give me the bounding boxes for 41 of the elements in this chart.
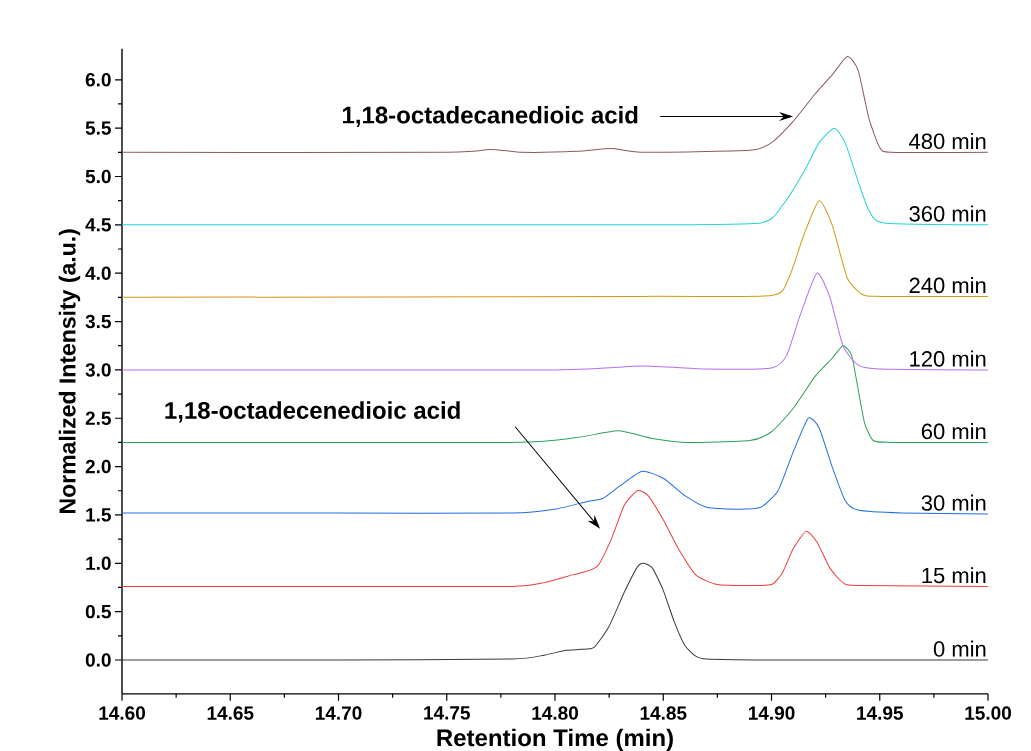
line-series xyxy=(121,272,989,371)
series-label: 60 min xyxy=(921,423,986,440)
x-tick-label: 14.80 xyxy=(532,706,578,720)
y-tick-label: 2.0 xyxy=(85,459,111,474)
line-series xyxy=(121,562,989,661)
y-tick-label: 3.5 xyxy=(85,314,111,329)
series-label: 0 min xyxy=(933,640,986,657)
series-label: 360 min xyxy=(909,205,986,222)
y-tick-label: 1.5 xyxy=(86,508,111,522)
y-tick-label: 4.5 xyxy=(85,218,111,232)
series-label: 30 min xyxy=(921,494,986,511)
x-tick-label: 14.60 xyxy=(99,706,145,720)
y-tick-label: 2.5 xyxy=(85,411,111,425)
line-series xyxy=(121,56,989,154)
series-label: 480 min xyxy=(909,132,986,150)
line-series xyxy=(121,490,989,588)
y-tick-label: 5.0 xyxy=(85,169,111,184)
x-tick-label: 14.65 xyxy=(207,706,254,720)
y-tick-label: 0.5 xyxy=(85,604,111,619)
series-label: 15 min xyxy=(922,567,986,584)
line-series xyxy=(121,127,989,226)
line-series xyxy=(121,200,989,298)
annotation: 1,18-octadecanedioic acid xyxy=(343,105,638,128)
x-tick-label: 15.00 xyxy=(965,706,1011,720)
series-label: 120 min xyxy=(910,350,986,367)
x-tick-label: 14.70 xyxy=(315,706,362,720)
y-tick-label: 6.0 xyxy=(85,73,111,87)
series-label: 240 min xyxy=(909,277,986,294)
x-axis-title: Retention Time (min) xyxy=(437,728,673,751)
line-series xyxy=(121,345,989,444)
annotation: 1,18-octadecenedioic acid xyxy=(165,401,460,423)
y-axis-title: Normalized Intensity (a.u.) xyxy=(58,229,81,513)
x-tick-label: 14.85 xyxy=(640,706,687,720)
y-tick-label: 4.0 xyxy=(85,266,111,280)
y-tick-label: 1.0 xyxy=(86,556,111,571)
x-tick-label: 14.75 xyxy=(424,706,470,720)
x-tick-label: 14.95 xyxy=(857,706,903,720)
x-tick-label: 14.90 xyxy=(748,706,795,720)
y-tick-label: 0.0 xyxy=(85,653,111,667)
y-tick-label: 3.0 xyxy=(85,363,111,377)
y-tick-label: 5.5 xyxy=(85,121,111,135)
